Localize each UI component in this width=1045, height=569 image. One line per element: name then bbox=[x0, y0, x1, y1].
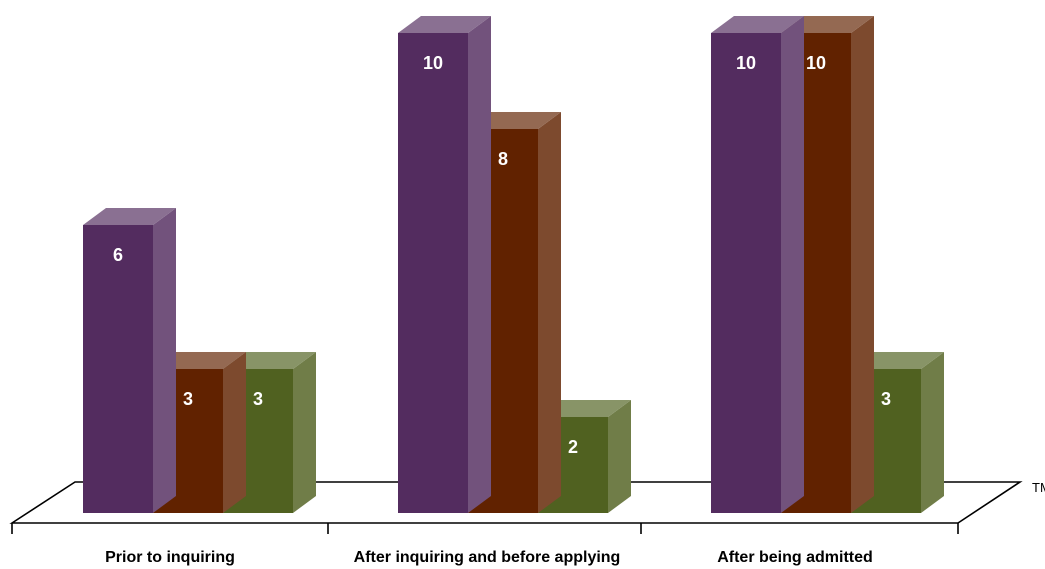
bars-group bbox=[83, 16, 944, 513]
bar bbox=[711, 16, 804, 513]
bar-top-face bbox=[223, 352, 316, 369]
bar-side-face bbox=[293, 352, 316, 513]
bar-front-face bbox=[83, 225, 153, 513]
data-label: 3 bbox=[183, 389, 193, 409]
data-label: 10 bbox=[736, 53, 756, 73]
bar-top-face bbox=[398, 16, 491, 33]
bar-top-face bbox=[538, 400, 631, 417]
category-label: Prior to inquiring bbox=[105, 549, 235, 566]
bar-front-face bbox=[711, 33, 781, 513]
category-label: After inquiring and before applying bbox=[354, 549, 621, 566]
data-label: 3 bbox=[881, 389, 891, 409]
bar-top-face bbox=[468, 112, 561, 129]
corner-note: TM bbox=[1032, 480, 1045, 495]
bar-top-face bbox=[781, 16, 874, 33]
bar-top-face bbox=[711, 16, 804, 33]
data-label: 6 bbox=[113, 245, 123, 265]
data-label: 2 bbox=[568, 437, 578, 457]
bar bbox=[398, 16, 491, 513]
bar-side-face bbox=[608, 400, 631, 513]
bar-top-face bbox=[851, 352, 944, 369]
bar-top-face bbox=[83, 208, 176, 225]
bar-side-face bbox=[851, 16, 874, 513]
bar-top-face bbox=[153, 352, 246, 369]
bar bbox=[83, 208, 176, 513]
category-labels-group: Prior to inquiring After inquiring and be… bbox=[105, 549, 873, 566]
category-label: After being admitted bbox=[717, 549, 873, 566]
data-labels-group: 6 3 3 10 8 2 10 10 3 bbox=[113, 53, 891, 457]
bar-front-face bbox=[398, 33, 468, 513]
bar-side-face bbox=[223, 352, 246, 513]
bar-side-face bbox=[781, 16, 804, 513]
bar-side-face bbox=[468, 16, 491, 513]
bar-side-face bbox=[921, 352, 944, 513]
bar-side-face bbox=[153, 208, 176, 513]
data-label: 10 bbox=[423, 53, 443, 73]
data-label: 10 bbox=[806, 53, 826, 73]
bar-side-face bbox=[538, 112, 561, 513]
data-label: 8 bbox=[498, 149, 508, 169]
data-label: 3 bbox=[253, 389, 263, 409]
